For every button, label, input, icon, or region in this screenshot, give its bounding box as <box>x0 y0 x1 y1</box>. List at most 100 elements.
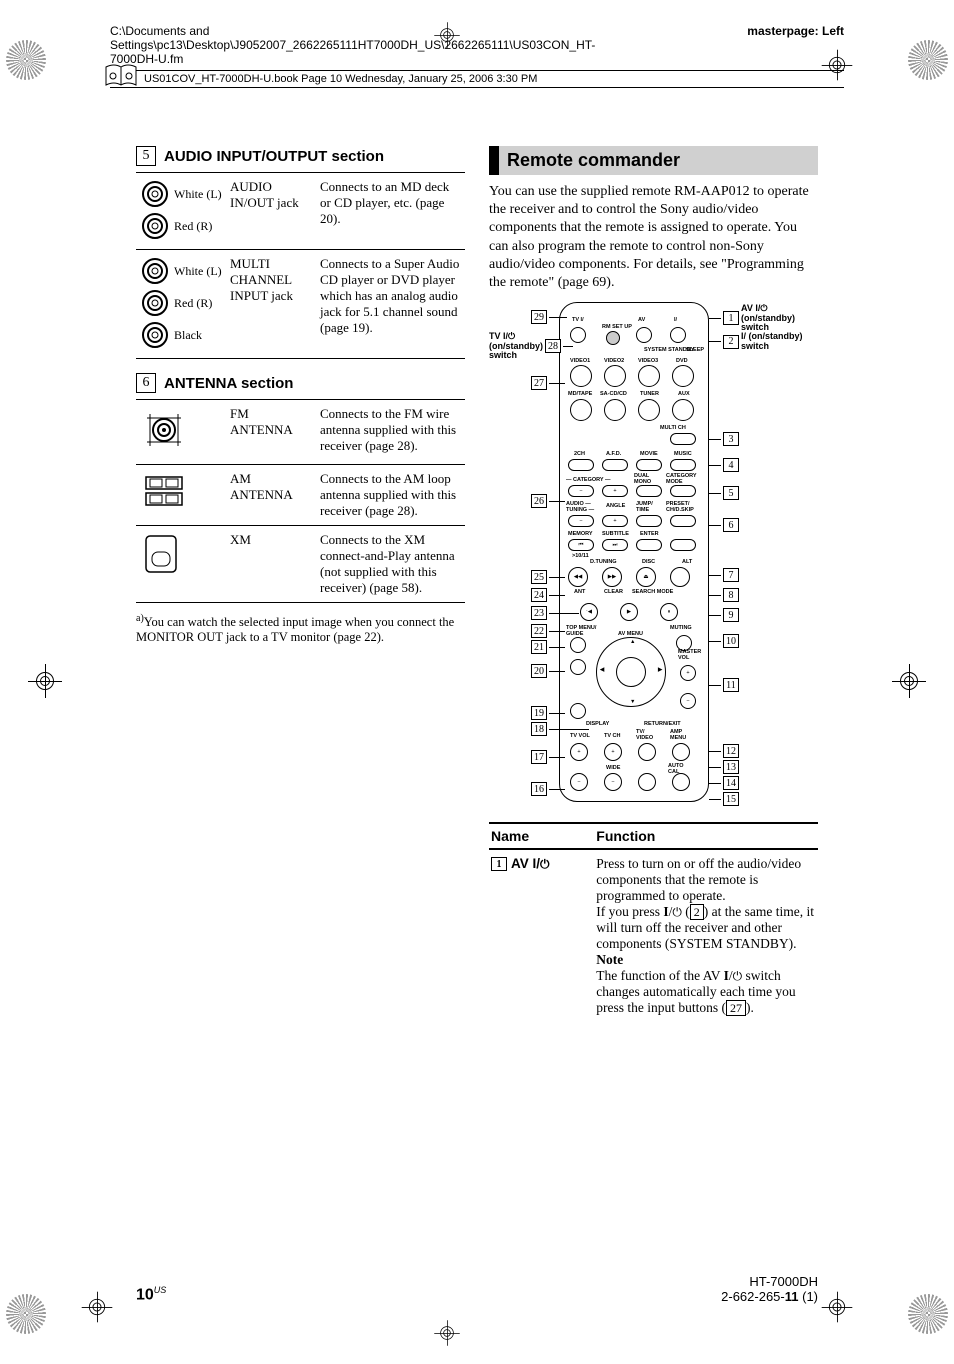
callout: 29 <box>531 310 567 324</box>
callout: 1 AV I/⏻(on/standby)switch <box>709 304 795 332</box>
print-sunburst-tl <box>6 40 46 80</box>
table-row: FM ANTENNA Connects to the FM wire anten… <box>136 400 465 465</box>
footnote-text: You can watch the selected input image w… <box>136 615 454 644</box>
remote-button <box>570 637 586 653</box>
remote-button <box>570 659 586 675</box>
power-icon: ⏻ <box>540 857 550 871</box>
callout: 13 <box>709 760 739 774</box>
section6-number: 6 <box>136 373 156 393</box>
btn-label: CLEAR <box>604 589 623 595</box>
section5-title: AUDIO INPUT/OUTPUT section <box>164 148 384 165</box>
btn-label: JUMP/ TIME <box>636 501 658 513</box>
remote-button <box>638 743 656 761</box>
btn-label: ALT <box>682 559 692 565</box>
btn-label: VIDEO2 <box>604 358 624 364</box>
remote-button <box>570 399 592 421</box>
print-regmark-bl2 <box>82 1292 113 1323</box>
remote-button: ⏸ <box>660 603 678 621</box>
remote-button <box>670 459 696 471</box>
print-sunburst-br <box>908 1294 948 1334</box>
xm-port-icon <box>140 532 184 576</box>
remote-button: ▶▶ <box>602 567 622 587</box>
remote-button: + <box>680 665 696 681</box>
btn-label: SA-CD/CD <box>600 391 627 397</box>
remote-button: − <box>568 515 594 527</box>
callout: 25 <box>531 570 565 584</box>
remote-button <box>636 327 652 343</box>
callout: 17 <box>531 750 565 764</box>
btn-label: MUSIC <box>674 451 692 457</box>
jack-label: White (L) <box>174 187 222 202</box>
remote-button <box>670 327 686 343</box>
btn-label: SLEEP <box>686 347 704 353</box>
btn-label: DISC <box>642 559 655 565</box>
jack-desc: Connects to a Super Audio CD player or D… <box>316 250 465 359</box>
remote-nav-center <box>616 657 646 687</box>
remote-button: + <box>604 743 622 761</box>
btn-label: ANT <box>574 589 585 595</box>
callout-text: TV I/⏻(on/standby)switch <box>489 332 543 360</box>
callout: 24 <box>531 588 565 602</box>
rca-jack-icon <box>140 179 170 209</box>
remote-button <box>604 365 626 387</box>
table-row: XM Connects to the XM connect-and-Play a… <box>136 526 465 603</box>
clip-terminal-icon <box>140 471 188 511</box>
btn-label: TV/ VIDEO <box>636 729 658 741</box>
btn-label: MASTER VOL <box>678 649 704 661</box>
antenna-name: XM <box>226 526 316 603</box>
callout: 23 <box>531 606 579 620</box>
func-text: Press to turn on or off the audio/video … <box>596 856 801 903</box>
callout: 27 <box>531 376 565 390</box>
remote-button <box>602 459 628 471</box>
callout: 9 <box>709 608 739 622</box>
coax-icon <box>140 406 188 454</box>
page-number: 10US <box>136 1285 166 1304</box>
bookline-text: US01COV_HT-7000DH-U.book Page 10 Wednesd… <box>144 73 537 85</box>
btn-label: AMP MENU <box>670 729 694 741</box>
btn-label: MOVIE <box>640 451 658 457</box>
callout-text: I/ (on/standby)switch <box>741 332 803 351</box>
footnote-marker: a) <box>136 613 144 624</box>
print-regmark-right <box>892 664 926 698</box>
nav-left-icon: ◀ <box>600 667 604 673</box>
remote-button: ▶ <box>620 603 638 621</box>
antenna-name: AM ANTENNA <box>226 465 316 526</box>
btn-label: ANGLE <box>606 503 625 509</box>
callout: 26 <box>531 494 565 508</box>
callout: TV I/⏻(on/standby)switch 28 <box>489 332 573 360</box>
remote-button: ⏏ <box>636 567 656 587</box>
remote-button <box>570 365 592 387</box>
rca-jack-icon <box>140 320 170 350</box>
remote-button <box>636 515 662 527</box>
btn-label: TV I/ <box>572 317 584 323</box>
remote-button: + <box>602 515 628 527</box>
nf-function-cell: Press to turn on or off the audio/video … <box>594 849 818 1022</box>
btn-label: 2CH <box>574 451 585 457</box>
remote-button <box>636 459 662 471</box>
ref-num: 2 <box>690 904 704 920</box>
callout: 14 <box>709 776 739 790</box>
btn-label: DUAL MONO <box>634 473 658 485</box>
nav-down-icon: ▼ <box>630 699 635 705</box>
callout: 15 <box>709 792 739 806</box>
callout: 12 <box>709 744 739 758</box>
jack-name: MULTI CHANNEL INPUT jack <box>226 250 316 359</box>
note-text: The function of the AV <box>596 968 723 983</box>
callout: 6 <box>709 518 739 532</box>
table-row: White (L) Red (R) Black MULTI CHANNEL IN… <box>136 250 465 359</box>
section5-table: White (L) Red (R) AUDIO IN/OUT jack Conn… <box>136 172 465 359</box>
rca-jack-icon <box>140 288 170 318</box>
remote-button: − <box>568 485 594 497</box>
print-regmark-left <box>28 664 62 698</box>
remote-button <box>670 539 696 551</box>
ref-num: 27 <box>726 1000 746 1016</box>
remote-button: ◀◀ <box>568 567 588 587</box>
remote-body: You can use the supplied remote RM-AAP01… <box>489 183 818 292</box>
nf-name-text: AV I/⏻ <box>511 856 550 872</box>
callout-text: AV I/⏻(on/standby)switch <box>741 304 795 332</box>
callout: 10 <box>709 634 739 648</box>
table-row: 1 AV I/⏻ Press to turn on or off the aud… <box>489 849 818 1022</box>
remote-button: ⏮ <box>568 539 594 551</box>
btn-label: MEMORY <box>568 531 593 537</box>
btn-label: MD/TAPE <box>568 391 592 397</box>
